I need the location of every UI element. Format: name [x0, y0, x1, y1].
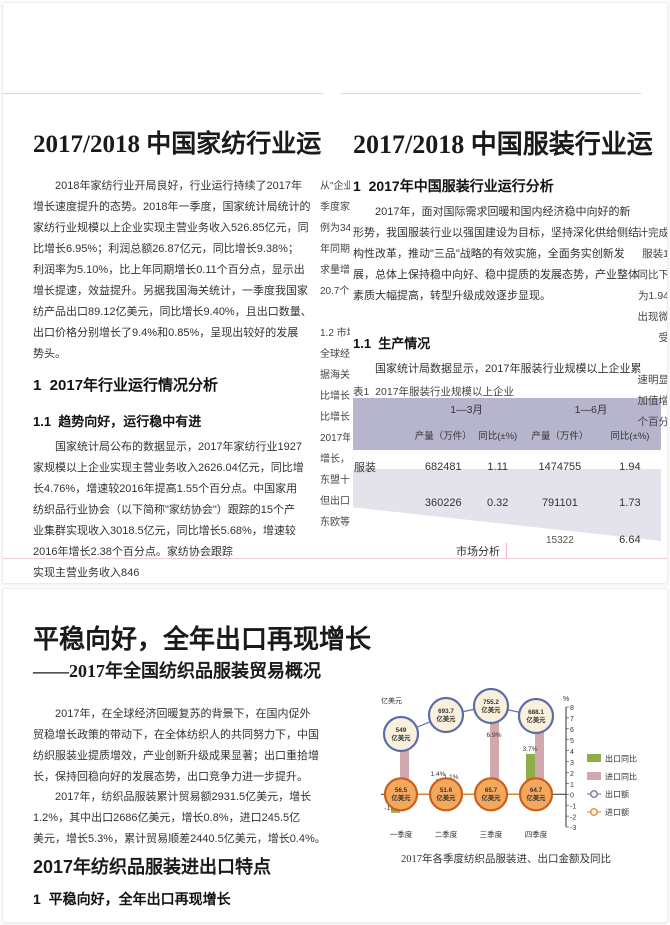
svg-text:-1: -1 [570, 804, 576, 811]
svg-text:7: 7 [570, 716, 574, 723]
svg-text:755.2: 755.2 [483, 699, 499, 706]
svg-text:3.7%: 3.7% [522, 746, 537, 753]
svg-text:693.7: 693.7 [438, 708, 454, 715]
svg-text:3: 3 [570, 760, 574, 767]
svg-text:出口额: 出口额 [605, 789, 629, 799]
svg-text:亿美元: 亿美元 [381, 696, 402, 705]
svg-text:亿美元: 亿美元 [527, 715, 547, 724]
svg-text:2: 2 [570, 771, 574, 778]
svg-text:亿美元: 亿美元 [527, 793, 547, 802]
svg-text:亿美元: 亿美元 [392, 793, 412, 802]
svg-text:二季度: 二季度 [435, 829, 458, 839]
svg-text:进口额: 进口额 [605, 807, 629, 817]
svg-text:6: 6 [570, 727, 574, 734]
svg-text:1: 1 [570, 782, 574, 789]
svg-text:进口同比: 进口同比 [605, 772, 637, 782]
svg-text:-2: -2 [570, 815, 576, 822]
svg-text:%: % [563, 696, 569, 703]
svg-text:三季度: 三季度 [480, 829, 503, 839]
svg-text:-3: -3 [570, 825, 576, 832]
svg-text:56.5: 56.5 [395, 787, 408, 794]
svg-text:出口同比: 出口同比 [605, 754, 637, 764]
svg-text:亿美元: 亿美元 [482, 705, 502, 714]
svg-text:64.7: 64.7 [530, 787, 543, 794]
svg-text:亿美元: 亿美元 [437, 793, 457, 802]
svg-text:亿美元: 亿美元 [392, 733, 412, 742]
svg-text:549: 549 [396, 727, 407, 734]
svg-text:8: 8 [570, 705, 574, 712]
svg-text:51.6: 51.6 [440, 787, 453, 794]
svg-text:65.7: 65.7 [485, 787, 498, 794]
svg-text:5: 5 [570, 738, 574, 745]
svg-text:一季度: 一季度 [390, 829, 413, 839]
svg-text:4: 4 [570, 749, 574, 756]
svg-text:0: 0 [570, 793, 574, 800]
svg-text:6.9%: 6.9% [486, 732, 501, 739]
svg-text:四季度: 四季度 [525, 829, 548, 839]
svg-text:688.1: 688.1 [528, 709, 544, 716]
svg-text:亿美元: 亿美元 [437, 714, 457, 723]
svg-text:亿美元: 亿美元 [482, 793, 502, 802]
